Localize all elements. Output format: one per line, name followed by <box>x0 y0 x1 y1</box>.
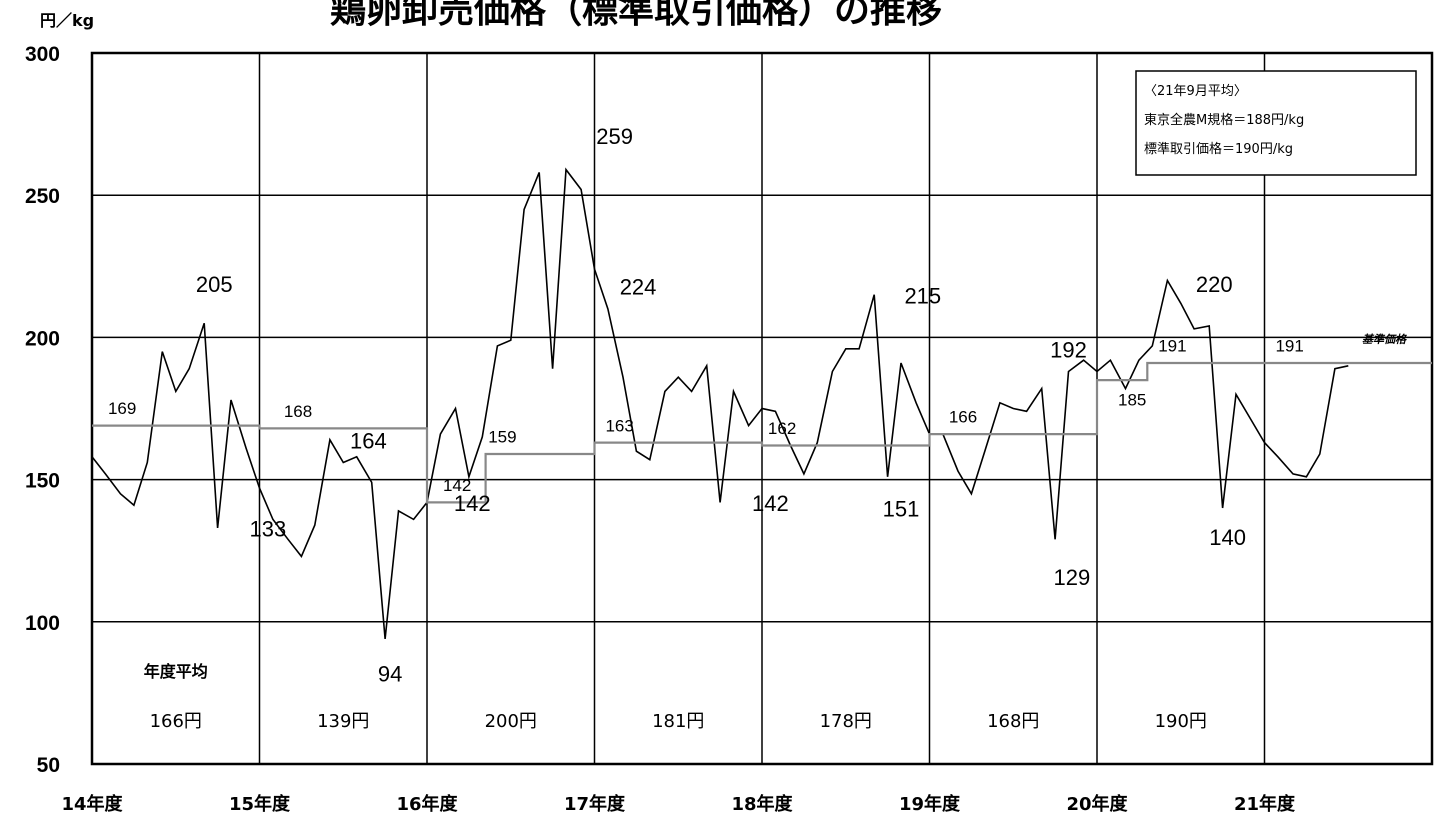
year-average-value: 168円 <box>987 711 1039 732</box>
y-tick-label: 300 <box>25 43 60 66</box>
x-tick-label: 20年度 <box>1066 793 1128 815</box>
y-tick-label: 250 <box>25 185 60 208</box>
data-label: 162 <box>768 419 796 438</box>
year-average-caption: 年度平均 <box>144 662 208 681</box>
data-label: 140 <box>1209 525 1246 550</box>
data-label: 224 <box>620 275 657 300</box>
data-label: 192 <box>1050 337 1087 362</box>
data-label: 185 <box>1118 391 1146 410</box>
benchmark-series-line <box>92 361 1432 504</box>
year-averages: 年度平均 166円 139円 200円 181円 178円 168円 190円 <box>144 662 1207 732</box>
data-label: 191 <box>1158 337 1186 356</box>
data-label: 259 <box>596 124 633 149</box>
data-label: 166 <box>949 408 977 427</box>
legend-frame <box>1135 70 1417 176</box>
x-tick-label: 17年度 <box>564 793 626 815</box>
data-label: 205 <box>196 272 233 297</box>
x-tick-label: 14年度 <box>61 793 123 815</box>
y-tick-label: 50 <box>37 754 60 777</box>
data-label: 142 <box>443 476 471 495</box>
x-tick-label: 18年度 <box>731 793 793 815</box>
data-label: 142 <box>454 491 491 516</box>
data-label: 129 <box>1054 565 1091 590</box>
data-label: 164 <box>350 428 387 453</box>
year-average-value: 139円 <box>317 711 369 732</box>
x-tick-label: 15年度 <box>229 793 291 815</box>
x-tick-label: 21年度 <box>1234 793 1296 815</box>
x-axis-ticks: 14年度 15年度 16年度 17年度 18年度 19年度 20年度 21年度 <box>61 793 1296 815</box>
series-lines <box>91 167 1432 639</box>
data-label: 220 <box>1196 272 1233 297</box>
legend-box: 〈21年9月平均〉東京全農M規格＝188円/kg 標準取引価格＝190円/kg <box>1135 70 1417 176</box>
year-average-value: 178円 <box>820 711 872 732</box>
data-label: 169 <box>108 399 136 418</box>
data-label: 168 <box>284 402 312 421</box>
year-average-value: 190円 <box>1155 711 1207 732</box>
year-average-value: 200円 <box>485 711 537 732</box>
x-tick-label: 16年度 <box>396 793 458 815</box>
data-label: 191 <box>1275 337 1303 356</box>
legend-line: 標準取引価格＝190円/kg <box>1144 141 1293 157</box>
data-label: 159 <box>488 428 516 447</box>
data-labels: 205 133 164 94 142 259 224 142 215 151 192 129 220 14… <box>108 124 1304 687</box>
legend-line: 東京全農M規格＝188円/kg <box>1144 112 1304 128</box>
price-series-line <box>91 167 1349 639</box>
data-label: 133 <box>250 516 287 541</box>
y-tick-label: 200 <box>25 327 60 350</box>
year-average-value: 166円 <box>150 711 202 732</box>
chart-title: 鶏卵卸売価格（標準取引価格）の推移 <box>330 0 942 31</box>
plot-frame <box>90 51 1434 766</box>
data-label: 94 <box>378 662 402 687</box>
y-tick-label: 100 <box>25 612 60 635</box>
y-unit-label: 円／kg <box>40 11 94 30</box>
year-average-value: 181円 <box>652 711 704 732</box>
data-label: 163 <box>605 416 633 435</box>
data-label: 142 <box>752 491 789 516</box>
data-label: 215 <box>904 283 941 308</box>
y-tick-label: 150 <box>25 470 60 493</box>
y-axis-ticks: 50 100 150 200 250 300 <box>25 43 60 777</box>
benchmark-label: 基準価格 <box>1362 333 1408 346</box>
x-tick-label: 19年度 <box>899 793 961 815</box>
legend-line: 〈21年9月平均〉 <box>1144 84 1247 99</box>
data-label: 151 <box>883 497 920 522</box>
